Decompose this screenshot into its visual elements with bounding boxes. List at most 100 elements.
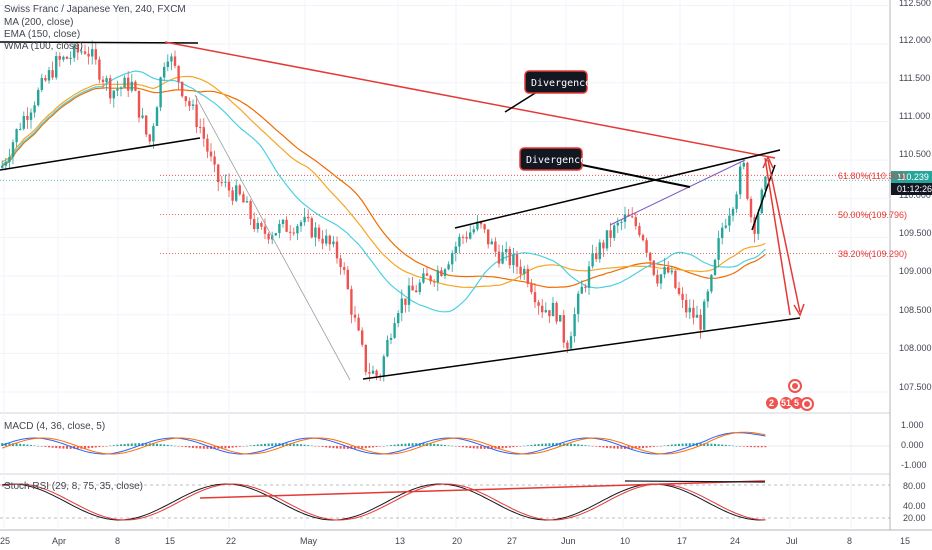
candle-down bbox=[541, 305, 544, 313]
macd-histogram-bar bbox=[354, 446, 356, 449]
candle-down bbox=[227, 181, 231, 191]
rsi-tick: 80.00 bbox=[903, 481, 926, 491]
divergence-callout-1[interactable]: Divergence bbox=[504, 70, 591, 113]
candle-down bbox=[515, 254, 519, 267]
event-badges[interactable]: 2 51 5 bbox=[766, 379, 814, 411]
wma100-line bbox=[1, 70, 766, 313]
chart-title: Swiss Franc / Japanese Yen, 240, FXCM bbox=[4, 4, 186, 15]
macd-histogram-bar bbox=[483, 446, 486, 449]
fib-label-618: 61.80%(110.303) bbox=[838, 171, 906, 181]
legend-ma200[interactable]: MA (200, close) bbox=[4, 17, 73, 28]
candle-down bbox=[87, 53, 90, 57]
candle-down bbox=[681, 293, 684, 300]
candle-down bbox=[195, 104, 198, 128]
legend-wma100[interactable]: WMA (100, close) bbox=[4, 41, 83, 52]
candle-down bbox=[65, 56, 69, 59]
macd-histogram-bar bbox=[746, 446, 749, 447]
candle-down bbox=[343, 267, 346, 270]
macd-tick: -1.000 bbox=[901, 460, 927, 470]
macd-title[interactable]: MACD (4, 36, close, 5) bbox=[4, 421, 105, 432]
macd-histogram-bar bbox=[742, 446, 745, 447]
countdown-label: 01:12:26 bbox=[897, 184, 932, 194]
macd-histogram-bar bbox=[598, 446, 601, 448]
candle-down bbox=[242, 194, 245, 203]
candle-up bbox=[710, 274, 713, 292]
candle-up bbox=[159, 77, 162, 108]
candle-down bbox=[537, 302, 540, 306]
candle-down bbox=[533, 292, 537, 303]
candle-down bbox=[253, 219, 256, 230]
macd-histogram-bar bbox=[440, 444, 443, 446]
candle-up bbox=[573, 314, 576, 337]
candle-down bbox=[346, 269, 349, 290]
macd-histogram-bar bbox=[649, 446, 652, 448]
candle-up bbox=[569, 336, 573, 349]
candle-down bbox=[433, 281, 436, 283]
candle-down bbox=[26, 115, 29, 120]
candle-down bbox=[699, 314, 702, 330]
candle-up bbox=[393, 323, 396, 338]
candle-up bbox=[62, 56, 65, 60]
macd-histogram-bar bbox=[138, 443, 140, 446]
candle-down bbox=[44, 77, 47, 81]
macd-histogram-bar bbox=[699, 443, 702, 446]
macd-histogram-bar bbox=[732, 445, 734, 447]
stoch-rsi-panel bbox=[0, 480, 890, 521]
macd-histogram-bar bbox=[404, 443, 407, 446]
trend-lines[interactable] bbox=[0, 41, 805, 381]
macd-histogram-bar bbox=[361, 446, 364, 449]
macd-histogram-bar bbox=[339, 446, 342, 449]
candle-up bbox=[325, 235, 328, 244]
candle-up bbox=[170, 56, 173, 62]
macd-histogram-bar bbox=[552, 443, 554, 446]
macd-histogram-bar bbox=[760, 446, 763, 448]
candle-up bbox=[418, 282, 421, 293]
candle-down bbox=[357, 317, 360, 331]
macd-histogram-bar bbox=[408, 443, 410, 446]
candle-up bbox=[735, 194, 738, 209]
macd-histogram-bar bbox=[382, 446, 385, 447]
candle-up bbox=[512, 254, 515, 266]
candle-down bbox=[94, 49, 97, 60]
legend-ema150[interactable]: EMA (150, close) bbox=[4, 29, 80, 40]
stoch-rsi-title[interactable]: Stoch RSI (29, 8, 75, 35, close) bbox=[4, 481, 143, 492]
candle-down bbox=[649, 252, 652, 261]
candle-down bbox=[429, 275, 432, 282]
macd-histogram-bar bbox=[613, 446, 616, 449]
candle-up bbox=[296, 226, 299, 234]
macd-tick: 1.000 bbox=[901, 420, 924, 430]
divergence-label-2: Divergence bbox=[526, 155, 586, 166]
macd-histogram-bar bbox=[336, 446, 338, 449]
macd-histogram-bar bbox=[429, 443, 432, 446]
event-badge-1-label: 2 bbox=[769, 398, 774, 408]
candle-up bbox=[191, 104, 195, 107]
candle-up bbox=[19, 128, 22, 130]
candle-down bbox=[209, 151, 213, 157]
candle-up bbox=[659, 274, 663, 284]
price-tick: 111.000 bbox=[899, 111, 930, 121]
candle-up bbox=[155, 107, 159, 126]
candle-up bbox=[299, 222, 303, 227]
event-badge-1[interactable] bbox=[766, 397, 778, 409]
event-badge-2[interactable] bbox=[780, 397, 792, 409]
candle-down bbox=[173, 56, 177, 66]
stoch-k-line bbox=[2, 483, 766, 521]
candle-down bbox=[317, 227, 321, 239]
candle-down bbox=[530, 283, 533, 293]
candle-down bbox=[749, 198, 753, 218]
divergence-line-purple bbox=[609, 159, 746, 226]
divergence-callout-2[interactable]: Divergence bbox=[519, 147, 691, 188]
candle-up bbox=[91, 49, 94, 57]
candle-down bbox=[494, 241, 497, 252]
candle-down bbox=[199, 127, 202, 129]
candle-up bbox=[22, 115, 25, 129]
macd-histogram-bar bbox=[447, 445, 450, 446]
candle-down bbox=[188, 101, 191, 107]
candle-down bbox=[364, 344, 367, 373]
candle-up bbox=[40, 77, 43, 90]
event-badge-3[interactable] bbox=[791, 397, 803, 409]
macd-histogram-bar bbox=[310, 445, 313, 447]
price-tick: 112.000 bbox=[899, 35, 931, 45]
time-tick: Jul bbox=[786, 536, 798, 546]
